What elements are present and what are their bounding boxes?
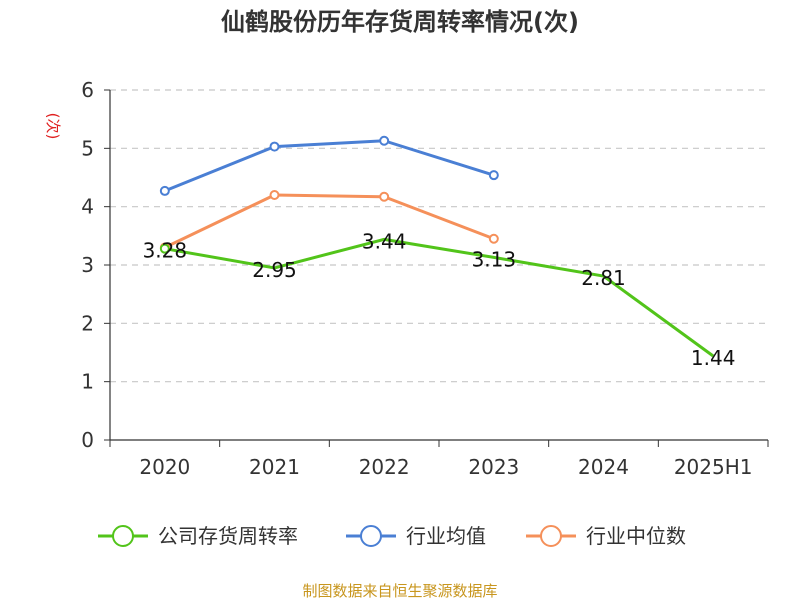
series-line-0	[164, 237, 715, 358]
data-point	[379, 191, 390, 202]
x-tick-label: 2021	[249, 455, 300, 479]
y-tick-label: 0	[81, 428, 94, 452]
legend-marker	[360, 525, 382, 547]
axes: 0 1 2 3 4 5 6 2020 2021 2022 2023 2024 2025H1	[81, 78, 769, 479]
data-point	[269, 141, 280, 152]
data-point	[488, 233, 499, 244]
data-point	[159, 185, 170, 196]
data-point	[159, 243, 170, 254]
data-label: 2.81	[581, 266, 626, 290]
y-axis-label: (次)	[44, 113, 62, 140]
y-tick-label: 2	[81, 311, 94, 335]
y-tick-label: 3	[81, 253, 94, 277]
data-label: 3.44	[362, 229, 407, 253]
source-note: 制图数据来自恒生聚源数据库	[302, 582, 497, 600]
y-tick-label: 6	[81, 78, 94, 102]
data-label: 3.13	[472, 247, 517, 271]
data-label: 3.28	[143, 239, 188, 263]
data-point	[379, 135, 390, 146]
series-group: 3.28 2.95 3.44 3.13 2.81 1.44	[143, 135, 736, 370]
grid-lines	[110, 89, 768, 383]
chart-title: 仙鹤股份历年存货周转率情况(次)	[221, 8, 579, 36]
legend-label: 行业中位数	[586, 524, 686, 548]
legend: 公司存货周转率 行业均值 行业中位数	[98, 524, 686, 548]
x-tick-label: 2024	[578, 455, 629, 479]
data-point	[488, 170, 499, 181]
data-label: 2.95	[252, 258, 297, 282]
legend-marker	[540, 525, 562, 547]
x-tick-label: 2025H1	[674, 455, 753, 479]
y-tick-label: 5	[81, 136, 94, 160]
x-tick-label: 2023	[468, 455, 519, 479]
data-label: 1.44	[691, 346, 736, 370]
legend-label: 行业均值	[406, 524, 486, 548]
legend-marker	[112, 525, 134, 547]
y-tick-label: 4	[81, 195, 94, 219]
x-tick-label: 2022	[359, 455, 410, 479]
data-point	[269, 190, 280, 200]
x-tick-label: 2020	[139, 455, 190, 479]
y-tick-label: 1	[81, 370, 94, 394]
legend-label: 公司存货周转率	[158, 524, 298, 548]
series-line-2	[164, 193, 495, 249]
series-line-1	[164, 139, 495, 193]
